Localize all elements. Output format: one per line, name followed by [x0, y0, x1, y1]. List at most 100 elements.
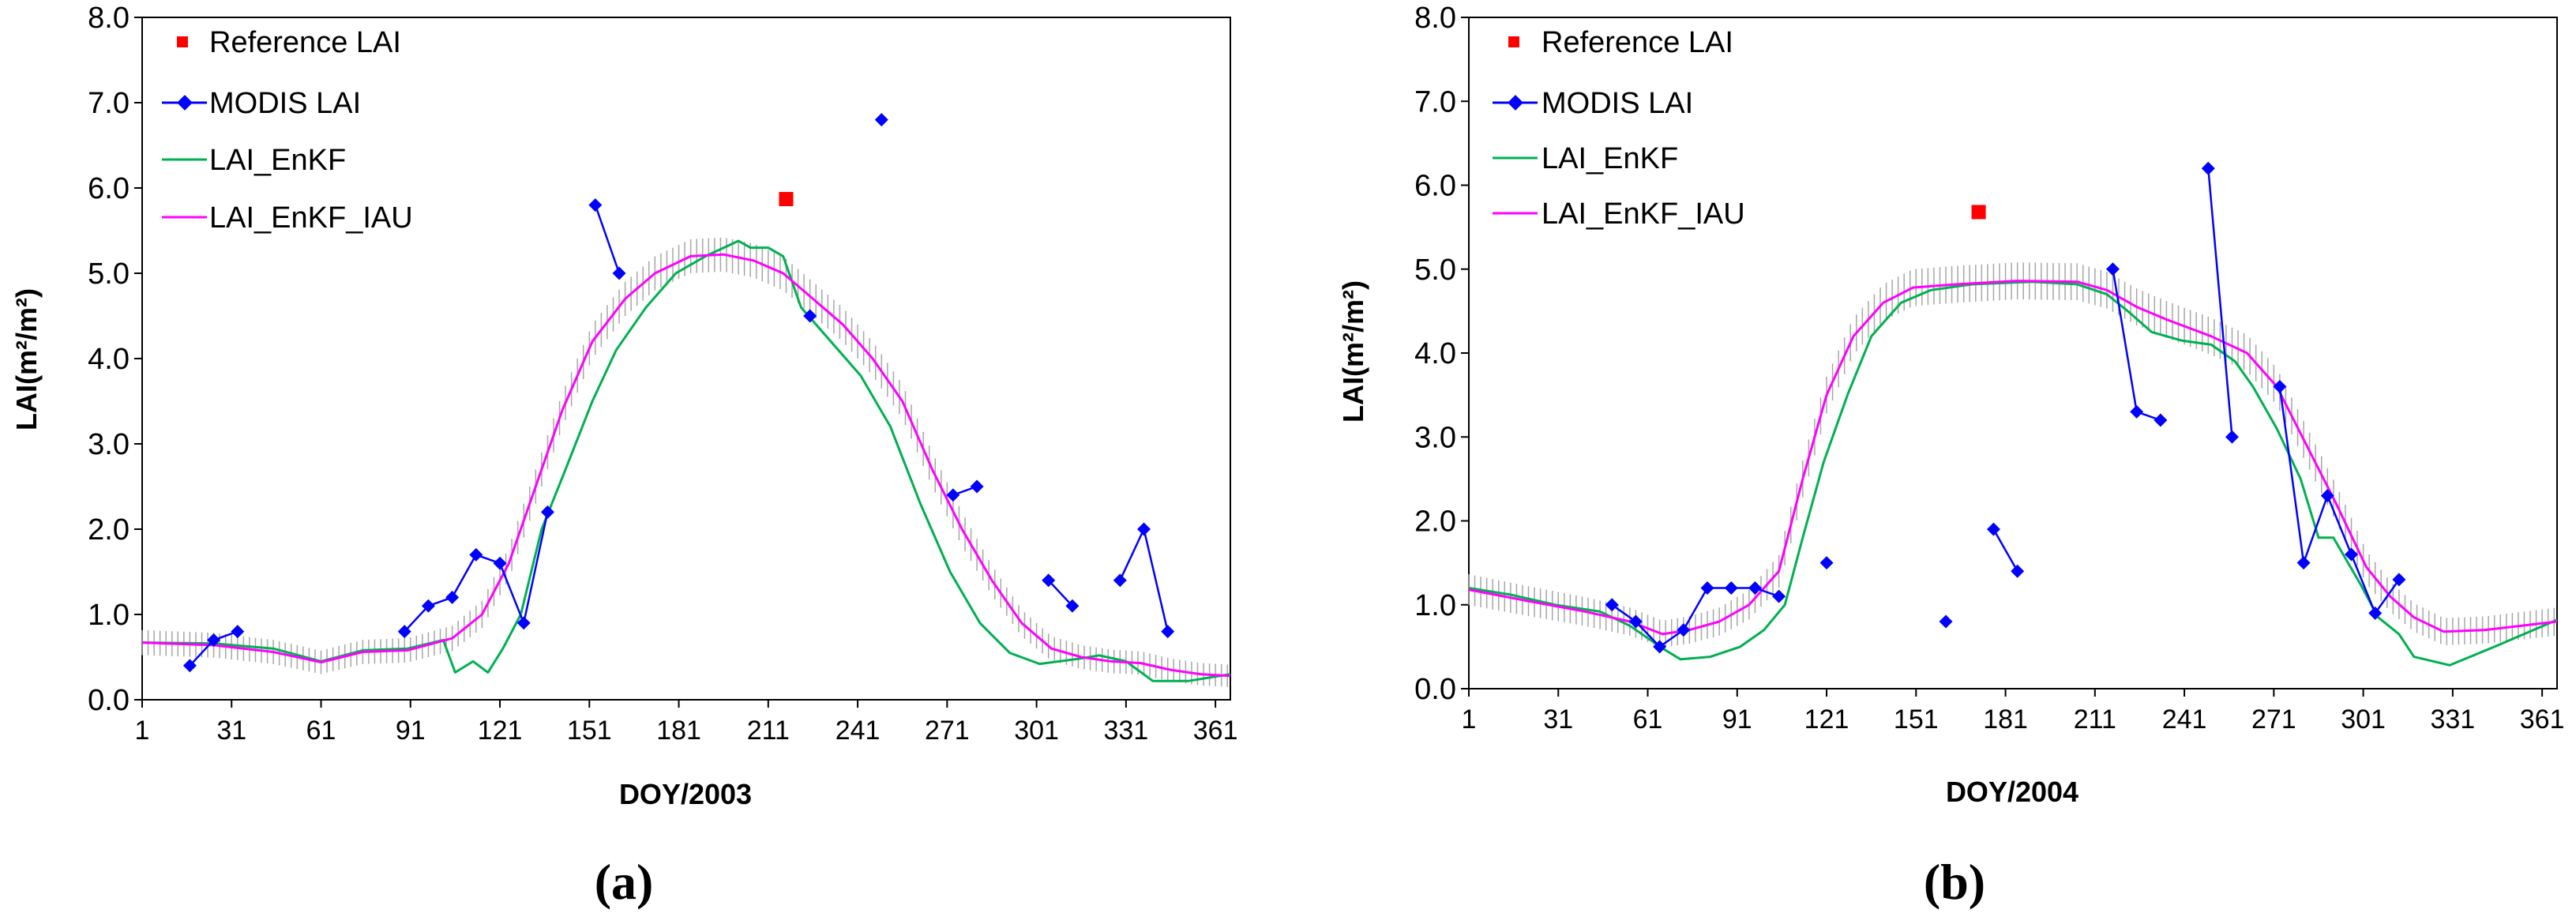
y-tick-label: 4.0 [1414, 337, 1456, 370]
y-tick-label: 3.0 [88, 428, 130, 461]
iau-series-line [1468, 280, 2558, 636]
modis-point [2296, 556, 2311, 570]
modis-point [1653, 640, 1667, 654]
panel-b-series [1468, 161, 2558, 667]
modis-series-line [2278, 386, 2400, 614]
legend-reference-label: Reference LAI [1541, 26, 1733, 59]
y-tick-label: 5.0 [88, 257, 130, 291]
panel-a-y-axis-label: LAI(m²/m²) [10, 288, 43, 430]
x-tick-label: 211 [2074, 704, 2116, 735]
modis-point [469, 547, 483, 562]
y-tick-label: 0.0 [88, 684, 130, 717]
y-tick-label: 8.0 [1414, 2, 1456, 35]
modis-point [1772, 589, 1786, 603]
panel-b-y-axis-label: LAI(m²/m²) [1337, 280, 1369, 423]
y-tick-label: 7.0 [88, 87, 130, 120]
modis-point [2225, 430, 2239, 444]
panel-a-x-axis-label: DOY/2003 [619, 778, 752, 810]
modis-point [1137, 522, 1151, 536]
legend-modis-marker [177, 95, 193, 111]
y-tick-label: 6.0 [1414, 170, 1456, 203]
modis-point [493, 556, 507, 570]
y-tick-label: 8.0 [88, 2, 130, 35]
x-tick-label: 271 [2251, 704, 2296, 735]
modis-point [1161, 625, 1175, 639]
modis-point [970, 479, 984, 494]
x-tick-label: 361 [2520, 704, 2565, 735]
modis-series-line [594, 205, 621, 274]
x-tick-label: 241 [836, 716, 881, 746]
modis-point [445, 590, 460, 604]
modis-point [1819, 556, 1834, 570]
modis-series-line [1119, 528, 1169, 632]
modis-point [2130, 404, 2144, 419]
modis-point [588, 198, 603, 212]
legend-modis-label: MODIS LAI [209, 87, 361, 120]
x-tick-label: 301 [1014, 716, 1059, 746]
x-tick-label: 301 [2341, 704, 2386, 735]
modis-point [1628, 614, 1643, 629]
y-tick-label: 2.0 [1414, 505, 1456, 539]
x-tick-label: 271 [925, 716, 970, 746]
legend-modis-marker [1508, 95, 1523, 111]
modis-point [1700, 581, 1714, 595]
modis-point [1065, 599, 1080, 613]
x-tick-label: 151 [567, 716, 612, 746]
x-tick-label: 121 [1804, 704, 1849, 735]
panel-b-x-ticks: 1 31 61 91 121 151 181 211 241 271 301 331 361 [1462, 689, 2565, 735]
y-tick-label: 6.0 [88, 172, 130, 205]
modis-point [2273, 380, 2287, 393]
reference-point [1971, 205, 1986, 220]
modis-point [2392, 573, 2406, 587]
modis-series-line [1047, 579, 1073, 607]
modis-point [207, 633, 221, 647]
modis-point [1724, 581, 1738, 595]
modis-point [1677, 623, 1691, 637]
x-tick-label: 91 [396, 716, 426, 746]
x-tick-label: 361 [1193, 716, 1238, 746]
enkf-series-line [141, 239, 1231, 682]
panel-b-legend: Reference LAI MODIS LAI LAI_EnKF LAI_EnK… [1493, 26, 1745, 231]
legend-enkf-label: LAI_EnKF [1541, 142, 1678, 175]
x-tick-label: 331 [2430, 704, 2475, 735]
panel-a-legend: Reference LAI MODIS LAI LAI_EnKF LAI_EnK… [162, 26, 413, 235]
modis-point [803, 309, 817, 323]
modis-point [2154, 413, 2168, 427]
x-tick-label: 1 [135, 716, 150, 746]
legend-iau-label: LAI_EnKF_IAU [209, 201, 413, 235]
x-tick-label: 121 [478, 716, 523, 746]
modis-point [946, 488, 960, 502]
y-tick-label: 7.0 [1414, 85, 1456, 118]
x-tick-label: 91 [1722, 704, 1752, 735]
x-tick-label: 181 [1983, 704, 2028, 735]
y-tick-label: 5.0 [1414, 254, 1456, 287]
y-tick-label: 0.0 [1414, 673, 1456, 706]
y-tick-label: 1.0 [88, 599, 130, 632]
modis-point [2345, 547, 2358, 562]
x-tick-label: 31 [1543, 704, 1573, 735]
panel-a-chart: 0.0 1.0 2.0 3.0 4.0 5.0 6.0 7.0 8.0 1 31 61 91 121 15… [10, 2, 1237, 910]
x-tick-label: 61 [306, 716, 336, 746]
modis-point [2368, 606, 2383, 620]
x-tick-label: 1 [1462, 704, 1477, 735]
panel-b-label: (b) [1924, 854, 1985, 910]
x-tick-label: 211 [747, 716, 790, 746]
panel-a-y-ticks: 0.0 1.0 2.0 3.0 4.0 5.0 6.0 7.0 8.0 [88, 2, 142, 717]
panel-a-x-ticks: 1 31 61 91 121 151 181 211 241 271 301 331 361 [135, 700, 1238, 746]
legend-reference-marker [1508, 36, 1519, 47]
modis-point [1939, 614, 1953, 629]
modis-point [2105, 262, 2120, 276]
x-tick-label: 151 [1894, 704, 1939, 735]
panel-a-error-bars [141, 237, 1228, 687]
panel-b-x-axis-label: DOY/2004 [1946, 776, 2078, 808]
enkf-series-line [1468, 280, 2558, 667]
modis-point [231, 625, 245, 639]
modis-point [612, 266, 626, 280]
x-tick-label: 31 [216, 716, 246, 746]
legend-modis-label: MODIS LAI [1541, 87, 1693, 120]
legend-reference-marker [177, 36, 188, 47]
modis-point [421, 599, 435, 613]
modis-series-line [2207, 168, 2233, 438]
reference-point [779, 192, 794, 207]
